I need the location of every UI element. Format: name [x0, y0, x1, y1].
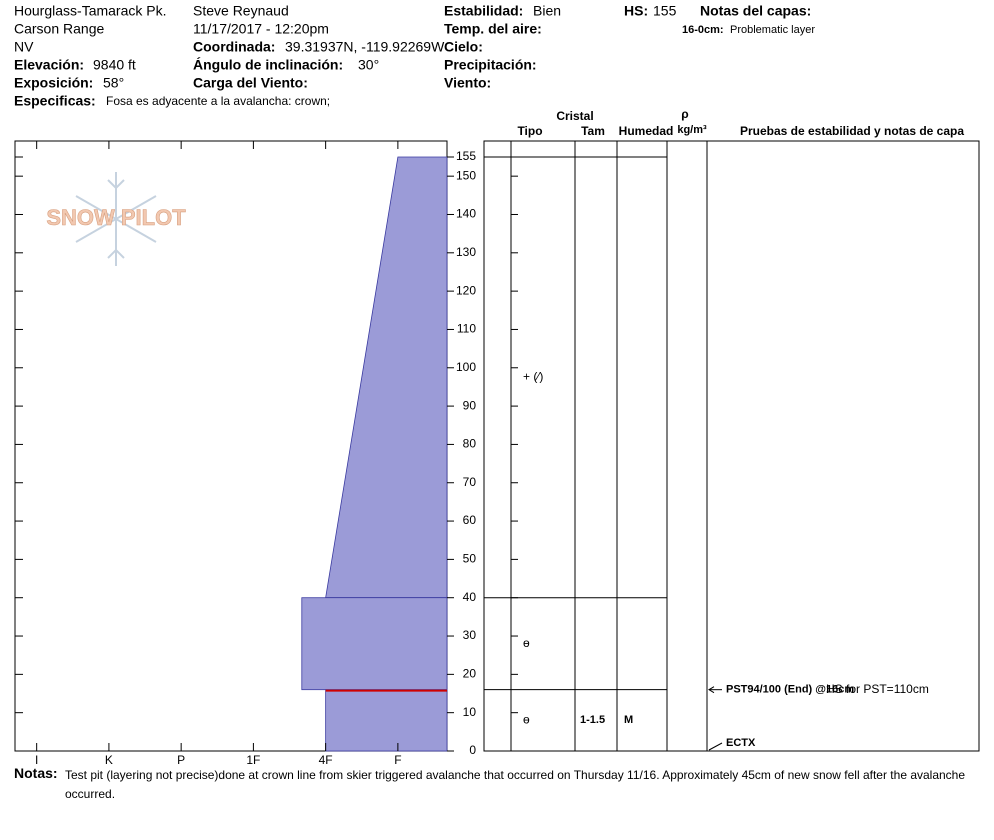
value: 155	[653, 3, 677, 19]
grain-type: ɵ	[523, 713, 530, 727]
y-tick-label: 120	[456, 283, 476, 297]
notes-label: Notas:	[14, 765, 58, 781]
x-tick-label: 4F	[319, 753, 333, 767]
observer: Steve Reynaud	[193, 3, 289, 19]
label: Coordinada:	[193, 39, 275, 55]
datetime: 11/17/2017 - 12:20pm	[193, 21, 329, 37]
column-header: Tam	[581, 124, 605, 138]
column-lines	[510, 141, 708, 751]
y-tick-label: 10	[463, 705, 477, 719]
y-tick-label: 50	[463, 552, 477, 566]
y-tick-label: 80	[463, 437, 477, 451]
label: Estabilidad:	[444, 3, 523, 19]
label: 16-0cm:	[682, 24, 724, 36]
y-tick-label: 40	[463, 590, 477, 604]
value: 30°	[358, 57, 379, 73]
y-tick-label: 110	[457, 322, 476, 336]
grain-size: 1-1.5	[580, 714, 605, 726]
label: Exposición:	[14, 75, 93, 91]
grain-type: + (⁄)	[523, 370, 543, 384]
y-tick-label: 155	[456, 149, 476, 163]
label: Notas del capas:	[700, 3, 811, 19]
x-tick-label: I	[35, 753, 38, 767]
test-label: ECTX	[726, 737, 756, 749]
label: Temp. del aire:	[444, 21, 542, 37]
hardness-layer	[301, 597, 448, 691]
label: Viento:	[444, 75, 491, 91]
test-label: PST94/100 (End) @16cm	[726, 684, 854, 696]
y-tick-label: 130	[456, 245, 476, 259]
y-tick-label: 60	[463, 513, 477, 527]
test-note: HS for PST=110cm	[826, 682, 929, 696]
column-header: kg/m³	[677, 124, 707, 136]
grain-type: ɵ	[523, 636, 530, 650]
y-tick-label: 0	[469, 743, 476, 757]
header: Hourglass-Tamarack Pk. Carson Range NV E…	[14, 3, 815, 109]
y-tick-label: 100	[456, 360, 476, 374]
location: Hourglass-Tamarack Pk.	[14, 3, 167, 19]
column-header: Pruebas de estabilidad y notas de capa	[740, 124, 964, 138]
arrow-head	[708, 686, 715, 694]
value: Fosa es adyacente a la avalancha: crown;	[106, 94, 330, 108]
label: Ángulo de inclinación:	[193, 57, 343, 73]
logo-text: SNOW PILOT	[46, 205, 186, 230]
y-tick-label: 70	[463, 475, 477, 489]
logo	[75, 172, 157, 266]
y-tick-label: 140	[456, 207, 476, 221]
hardness-layer	[325, 156, 448, 599]
y-tick-label: 30	[463, 628, 477, 642]
y-tick-label: 20	[463, 667, 477, 681]
label: Carga del Viento:	[193, 75, 308, 91]
column-header: Humedad	[619, 124, 674, 138]
hardness-layer	[325, 689, 448, 752]
value: Problematic layer	[730, 24, 815, 36]
column-header: ρ	[681, 107, 688, 121]
test-arrow	[708, 742, 723, 751]
value: 9840 ft	[93, 57, 136, 73]
y-tick-label: 150	[456, 168, 476, 182]
label: Cielo:	[444, 39, 483, 55]
value: 39.31937N, -119.92269W	[285, 39, 445, 55]
range: Carson Range	[14, 21, 104, 37]
table-frame	[483, 140, 980, 752]
label: Precipitación:	[444, 57, 537, 73]
x-tick-label: P	[177, 753, 185, 767]
notes: Test pit (layering not precise)done at c…	[65, 768, 966, 801]
x-tick-label: F	[394, 753, 401, 767]
label: Elevación:	[14, 57, 84, 73]
label: Especificas:	[14, 93, 96, 109]
label: HS:	[624, 3, 648, 19]
column-header: Tipo	[517, 124, 542, 138]
value: 58°	[103, 75, 124, 91]
moisture: M	[624, 714, 633, 726]
column-header: Cristal	[556, 109, 593, 123]
x-tick-label: K	[105, 753, 113, 767]
value: Bien	[533, 3, 561, 19]
x-tick-label: 1F	[246, 753, 260, 767]
state: NV	[14, 39, 34, 55]
y-tick-label: 90	[463, 398, 477, 412]
